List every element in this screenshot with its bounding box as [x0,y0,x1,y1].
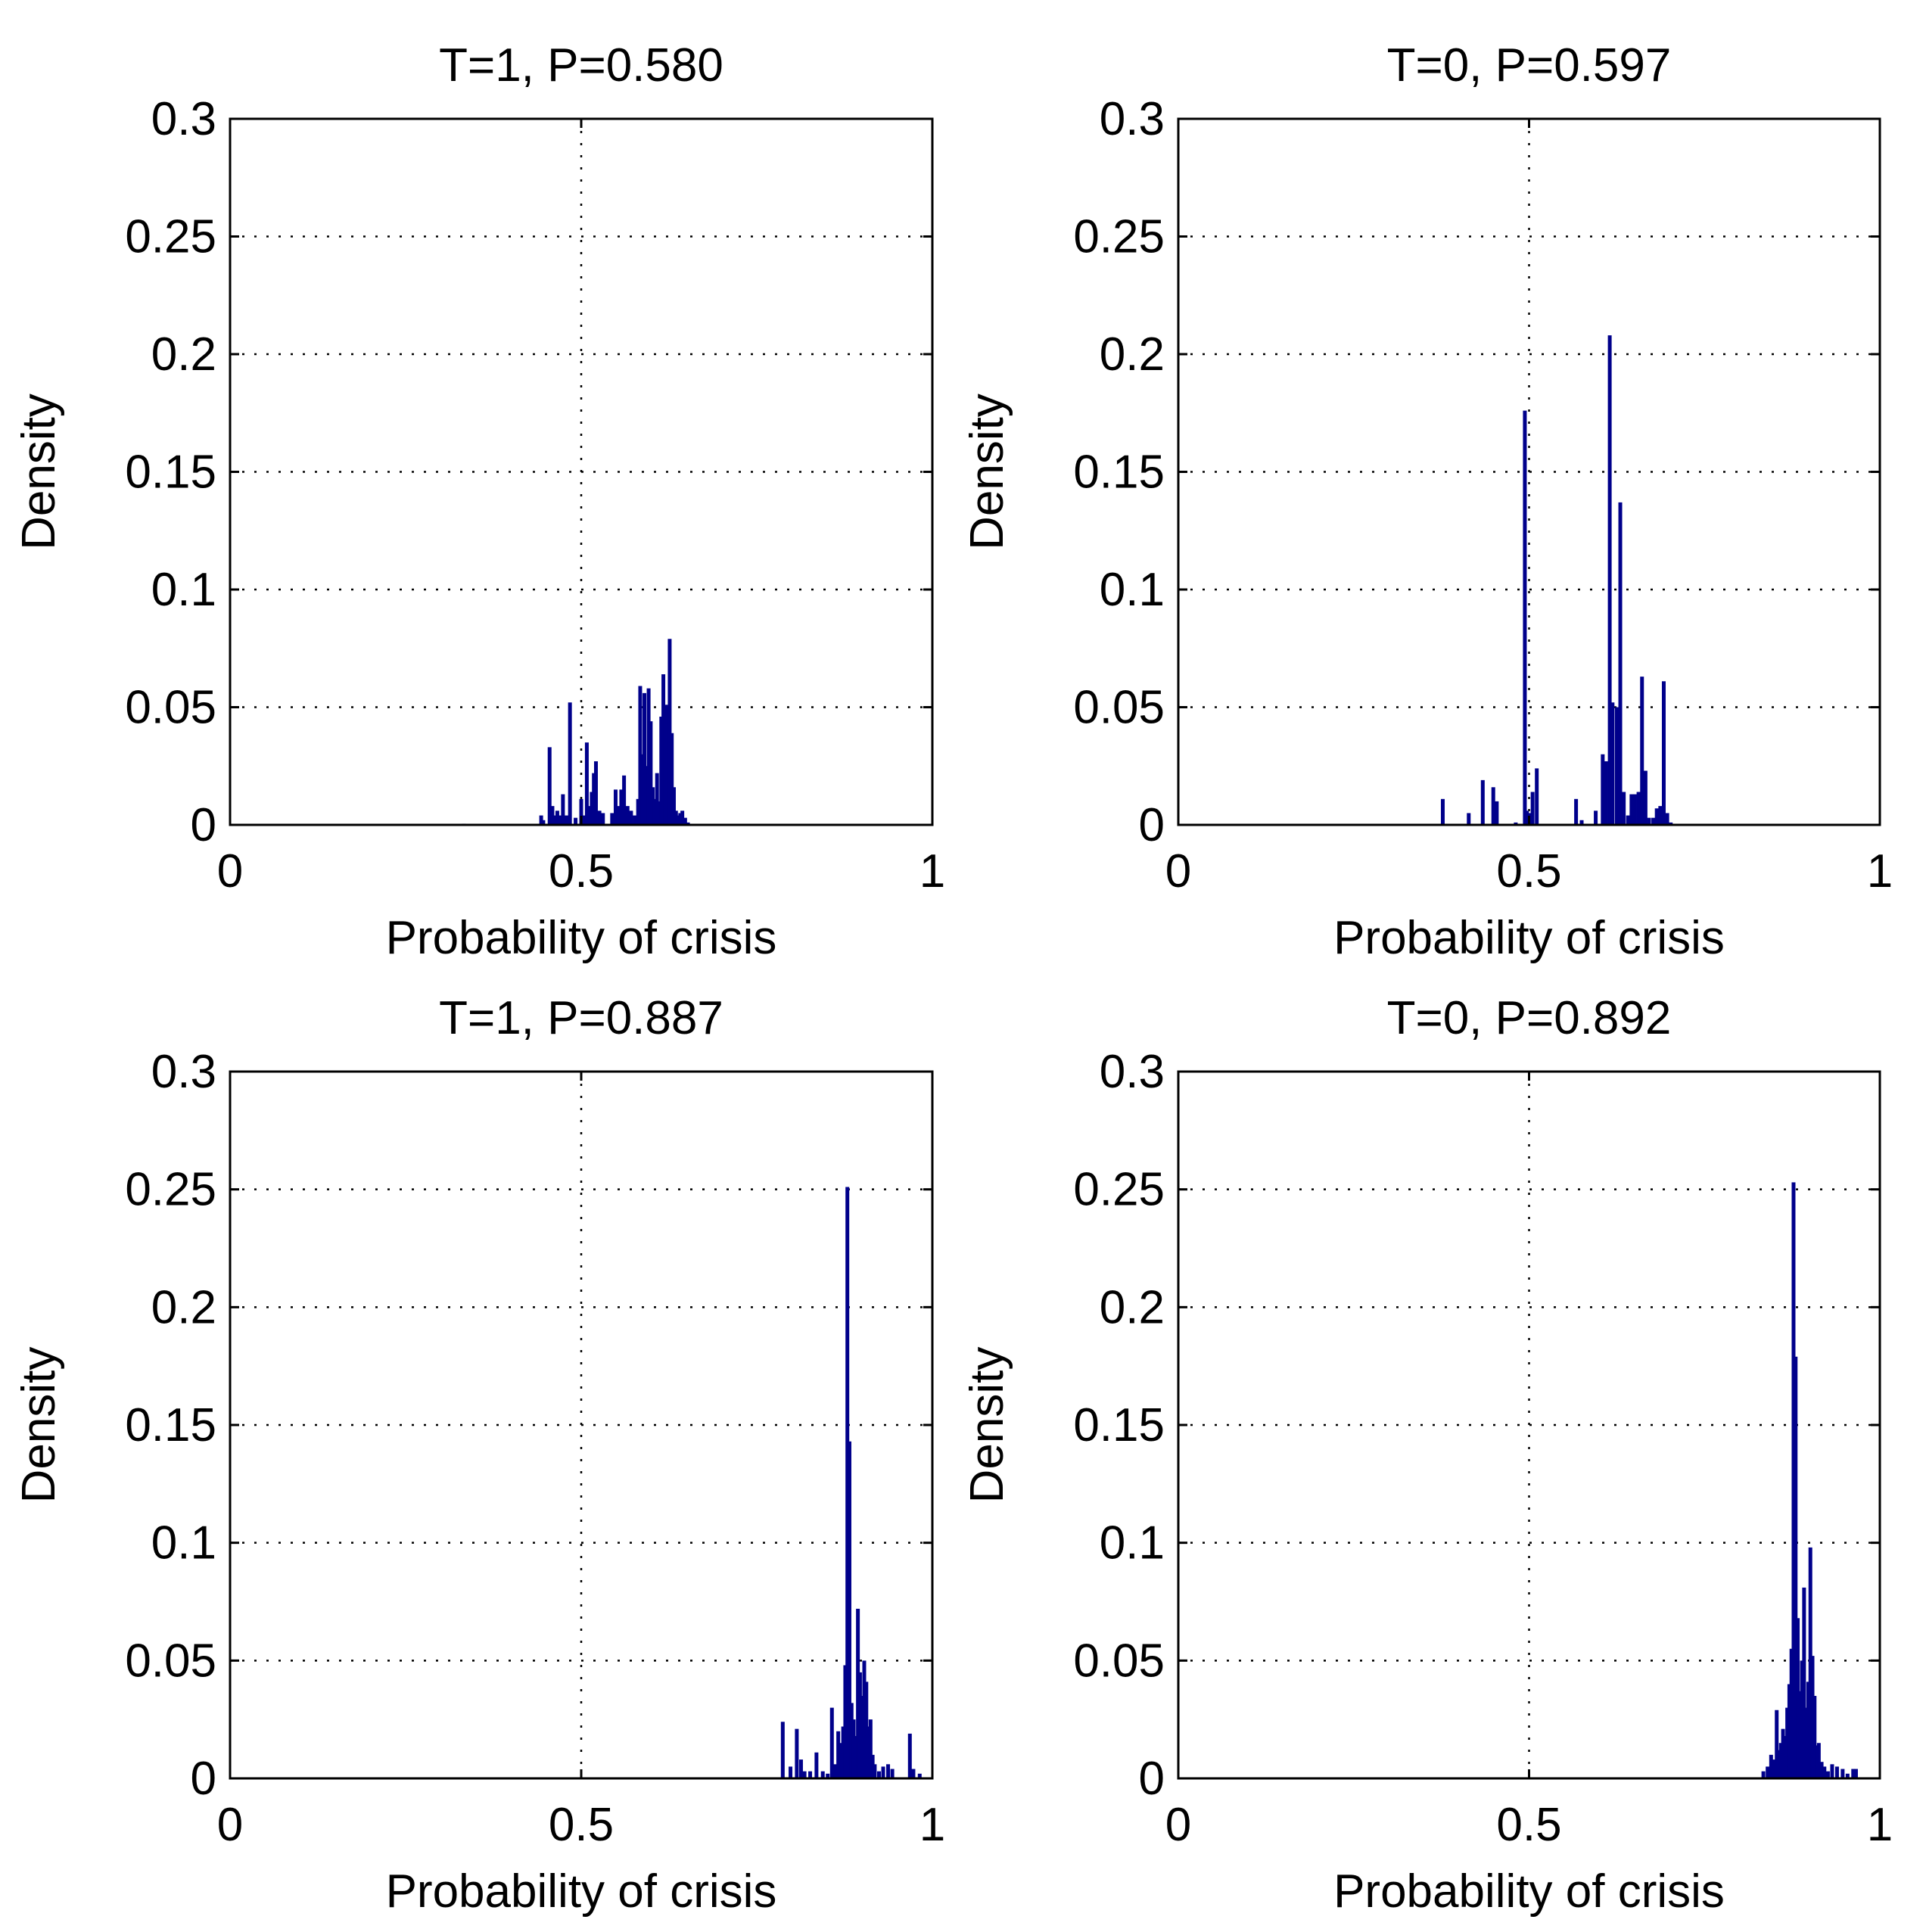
y-axis-label: Density [13,394,65,550]
x-axis-label: Probability of crisis [1333,912,1725,964]
x-tick-label: 1 [919,845,945,898]
y-axis-label: Density [961,394,1013,550]
y-tick-label: 0.2 [151,1281,216,1333]
y-axis-label: Density [13,1347,65,1504]
chart-title: T=0, P=0.597 [1387,39,1672,92]
y-tick-label: 0.1 [1100,564,1165,616]
y-tick-label: 0.1 [1100,1517,1165,1570]
y-tick-label: 0.2 [151,328,216,381]
y-tick-label: 0.05 [1073,682,1165,734]
y-tick-label: 0 [191,1753,216,1805]
y-tick-label: 0.2 [1100,328,1165,381]
y-tick-label: 0.2 [1100,1281,1165,1333]
x-tick-label: 0.5 [1496,845,1561,898]
x-axis-label: Probability of crisis [1333,1865,1725,1918]
x-tick-label: 0.5 [549,845,614,898]
x-tick-label: 0 [217,1799,243,1851]
y-tick-label: 0.3 [1100,93,1165,145]
x-axis-label: Probability of crisis [386,912,777,964]
y-tick-label: 0.05 [125,1635,216,1687]
y-tick-label: 0.15 [1073,1399,1165,1451]
y-tick-label: 0 [1139,799,1165,851]
x-tick-label: 0 [217,845,243,898]
y-tick-label: 0 [1139,1753,1165,1805]
x-tick-label: 0 [1165,845,1191,898]
y-tick-label: 0.3 [151,1046,216,1098]
chart-title: T=1, P=0.887 [439,992,723,1044]
y-tick-label: 0.15 [125,446,216,499]
y-tick-label: 0.05 [125,682,216,734]
x-axis-label: Probability of crisis [386,1865,777,1918]
subplot-4: 0 0.05 0.1 0.15 0.2 0.25 0.3 0 0.5 1 T=0, P=0.892 P… [961,992,1893,1918]
y-tick-label: 0.25 [125,211,216,263]
chart-title: T=1, P=0.580 [439,39,723,92]
subplot-2: 0 0.05 0.1 0.15 0.2 0.25 0.3 0 0.5 1 T=0, P=0.597 P… [961,39,1893,964]
subplot-3: 0 0.05 0.1 0.15 0.2 0.25 0.3 0 0.5 1 T=1, P=0.887 P… [13,992,945,1918]
y-tick-label: 0 [191,799,216,851]
y-axis-label: Density [961,1347,1013,1504]
subplot-1: 0 0.05 0.1 0.15 0.2 0.25 0.3 0 0.5 1 T=1, P=0.580 P… [13,39,945,964]
y-tick-label: 0.1 [151,1517,216,1570]
x-tick-label: 0.5 [549,1799,614,1851]
y-tick-label: 0.25 [1073,1164,1165,1216]
y-tick-label: 0.15 [1073,446,1165,499]
y-tick-label: 0.3 [151,93,216,145]
chart-title: T=0, P=0.892 [1387,992,1672,1044]
y-tick-label: 0.1 [151,564,216,616]
x-tick-label: 0.5 [1496,1799,1561,1851]
y-tick-label: 0.05 [1073,1635,1165,1687]
x-tick-label: 1 [919,1799,945,1851]
y-tick-label: 0.3 [1100,1046,1165,1098]
y-tick-label: 0.15 [125,1399,216,1451]
y-tick-label: 0.25 [125,1164,216,1216]
x-tick-label: 1 [1867,1799,1893,1851]
x-tick-label: 1 [1867,845,1893,898]
x-tick-label: 0 [1165,1799,1191,1851]
y-tick-label: 0.25 [1073,211,1165,263]
